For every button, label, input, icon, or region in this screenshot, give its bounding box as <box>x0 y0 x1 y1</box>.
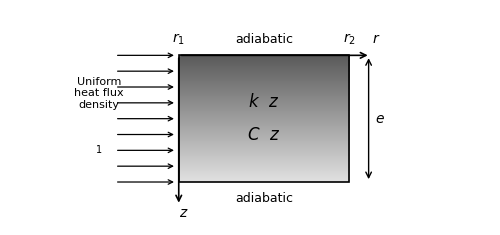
Text: $e$: $e$ <box>374 112 384 126</box>
Bar <box>179 55 349 182</box>
Text: $r$: $r$ <box>372 32 380 46</box>
Text: $k\ \ z$: $k\ \ z$ <box>248 93 280 111</box>
Text: $r_2$: $r_2$ <box>343 31 355 47</box>
Text: $r_1$: $r_1$ <box>172 31 185 47</box>
Text: adiabatic: adiabatic <box>235 192 293 205</box>
Text: $C\ \ z$: $C\ \ z$ <box>248 126 280 144</box>
Text: adiabatic: adiabatic <box>235 33 293 46</box>
Text: 1: 1 <box>96 145 102 155</box>
Text: Uniform
heat flux
density: Uniform heat flux density <box>74 77 124 110</box>
Text: $z$: $z$ <box>178 206 188 220</box>
